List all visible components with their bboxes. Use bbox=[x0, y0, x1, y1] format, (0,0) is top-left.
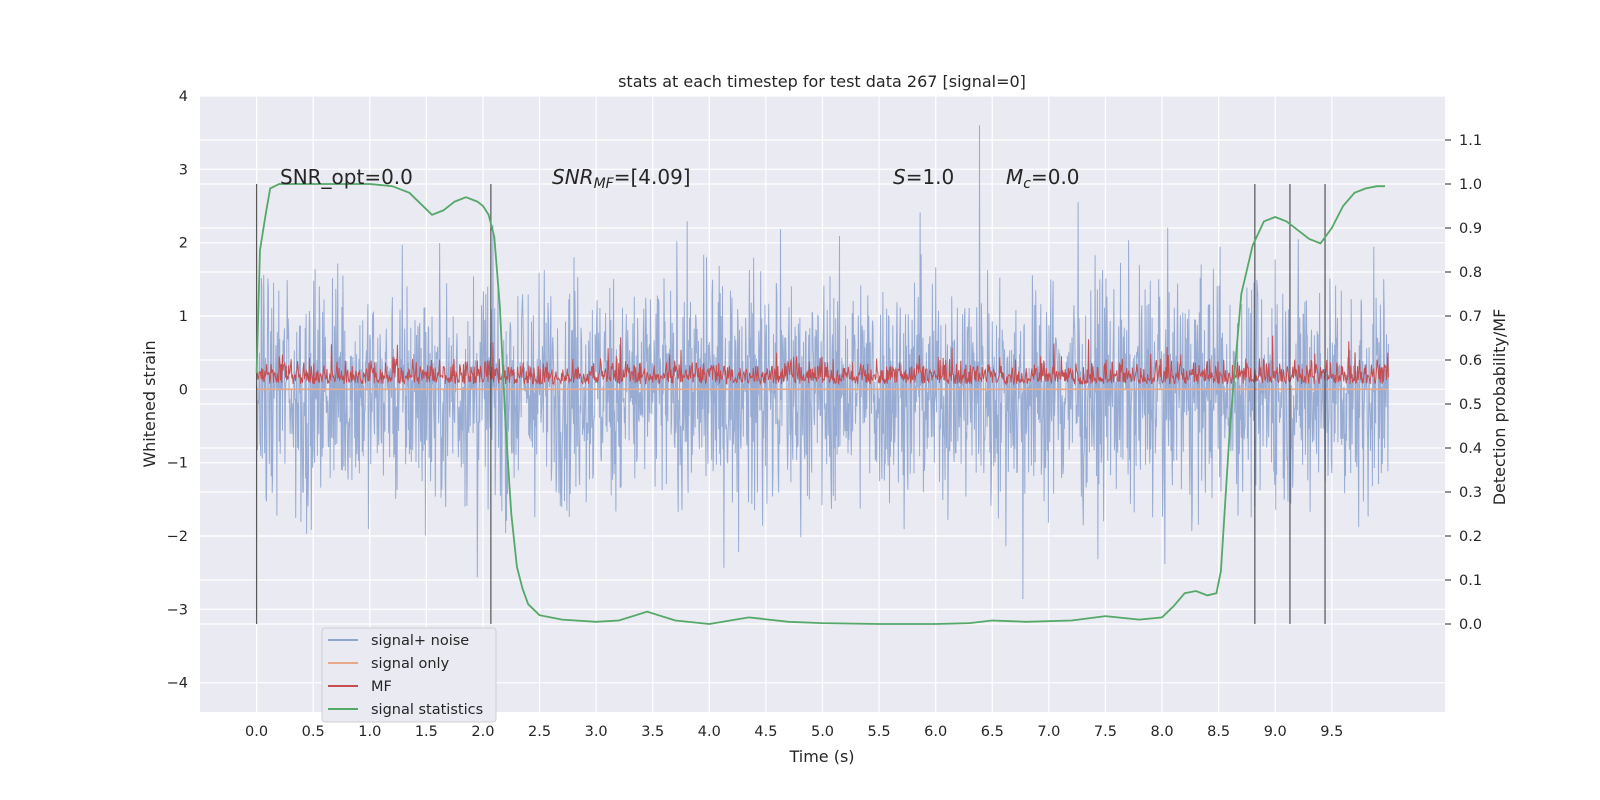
annotation-snr-mf-main: SNR bbox=[552, 165, 594, 189]
y-tick-label-right: 0.6 bbox=[1459, 353, 1482, 369]
y-axis-label-left: Whitened strain bbox=[140, 340, 159, 467]
annotation-snr-mf: SNRMF=[4.09] bbox=[552, 165, 691, 192]
y-tick-label-left: −2 bbox=[167, 529, 188, 545]
x-tick-label: 6.5 bbox=[981, 724, 1004, 740]
x-axis-label: Time (s) bbox=[788, 747, 854, 766]
y-tick-label-right: 0.9 bbox=[1459, 221, 1482, 237]
x-tick-label: 4.0 bbox=[698, 724, 721, 740]
y-tick-label-right: 0.2 bbox=[1459, 529, 1482, 545]
y-tick-label-left: 2 bbox=[179, 236, 188, 252]
x-tick-label: 5.0 bbox=[811, 724, 834, 740]
x-tick-label: 4.5 bbox=[754, 724, 777, 740]
y-ticks-right: 0.0 0.1 0.2 0.3 0.4 0.5 0.6 0.7 0.8 0.9 1.0 1.1 bbox=[1445, 133, 1482, 633]
annotation-mc-value: =0.0 bbox=[1031, 165, 1080, 189]
annotation-snr-opt: SNR_opt=0.0 bbox=[280, 165, 413, 189]
vertical-lines bbox=[255, 184, 1326, 624]
annotation-mc-sub: c bbox=[1023, 176, 1031, 192]
x-tick-label: 3.0 bbox=[585, 724, 608, 740]
y-tick-label-right: 0.8 bbox=[1459, 265, 1482, 281]
y-tick-label-right: 0.4 bbox=[1459, 441, 1482, 457]
y-tick-label-right: 0.3 bbox=[1459, 485, 1482, 501]
x-tick-label: 7.5 bbox=[1094, 724, 1117, 740]
legend-label-mf: MF bbox=[371, 679, 392, 695]
x-tick-label: 0.5 bbox=[302, 724, 325, 740]
y-tick-label-right: 0.5 bbox=[1459, 397, 1482, 413]
y-tick-label-right: 1.0 bbox=[1459, 177, 1482, 193]
x-tick-label: 1.0 bbox=[358, 724, 381, 740]
y-tick-label-left: 0 bbox=[179, 382, 188, 398]
annotation-mc: Mc=0.0 bbox=[1006, 165, 1080, 192]
x-tick-label: 9.5 bbox=[1320, 724, 1343, 740]
y-tick-label-left: −1 bbox=[167, 456, 188, 472]
x-tick-label: 2.5 bbox=[528, 724, 551, 740]
x-tick-label: 8.5 bbox=[1207, 724, 1230, 740]
y-tick-label-left: 4 bbox=[179, 89, 188, 105]
x-tick-label: 5.5 bbox=[868, 724, 891, 740]
x-tick-label: 9.0 bbox=[1264, 724, 1287, 740]
y-tick-label-right: 0.1 bbox=[1459, 573, 1482, 589]
x-tick-label: 7.0 bbox=[1037, 724, 1060, 740]
annotation-s: S=1.0 bbox=[893, 165, 954, 189]
x-tick-label: 6.0 bbox=[924, 724, 947, 740]
x-tick-label: 0.0 bbox=[245, 724, 268, 740]
annotation-snr-mf-value: =[4.09] bbox=[614, 165, 691, 189]
annotation-s-main: S bbox=[893, 165, 906, 189]
y-tick-label-left: 1 bbox=[179, 309, 188, 325]
legend-label-signal-only: signal only bbox=[371, 656, 450, 672]
legend-label-signal-statistics: signal statistics bbox=[371, 702, 483, 718]
series-signal-noise bbox=[256, 125, 1389, 600]
annotation-snr-mf-sub: MF bbox=[594, 176, 615, 192]
series-mf bbox=[256, 335, 1389, 387]
x-tick-label: 8.0 bbox=[1151, 724, 1174, 740]
legend: signal+ noise signal only MF signal stat… bbox=[321, 627, 497, 723]
annotation-mc-main: M bbox=[1006, 165, 1023, 189]
chart-title: stats at each timestep for test data 267… bbox=[618, 72, 1026, 91]
x-tick-label: 1.5 bbox=[415, 724, 438, 740]
x-tick-label: 2.0 bbox=[471, 724, 494, 740]
legend-box bbox=[321, 627, 497, 723]
x-tick-label: 3.5 bbox=[641, 724, 664, 740]
y-tick-label-left: 3 bbox=[179, 162, 188, 178]
legend-label-signal-noise: signal+ noise bbox=[371, 633, 469, 649]
x-ticks: 0.0 0.5 1.0 1.5 2.0 2.5 3.0 3.5 4.0 4.5 5.0 5.5 6.0 6… bbox=[245, 724, 1343, 740]
y-tick-label-right: 0.0 bbox=[1459, 617, 1482, 633]
y-tick-label-right: 1.1 bbox=[1459, 133, 1482, 149]
y-ticks-left: 4 3 2 1 0 −1 −2 −3 −4 bbox=[167, 89, 188, 692]
annotation-s-value: =1.0 bbox=[906, 165, 955, 189]
y-axis-label-right: Detection probability/MF bbox=[1490, 309, 1509, 506]
y-tick-label-left: −3 bbox=[167, 602, 188, 618]
y-tick-label-left: −4 bbox=[167, 676, 188, 692]
y-tick-label-right: 0.7 bbox=[1459, 309, 1482, 325]
series-signal-statistics bbox=[255, 183, 1385, 625]
